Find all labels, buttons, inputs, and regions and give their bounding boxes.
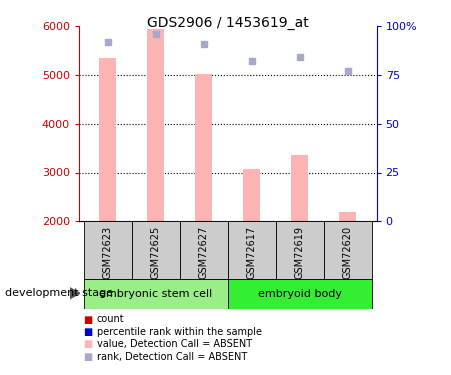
Text: percentile rank within the sample: percentile rank within the sample <box>97 327 262 337</box>
Text: ■: ■ <box>83 339 93 349</box>
FancyBboxPatch shape <box>84 221 132 279</box>
Polygon shape <box>70 288 80 298</box>
Text: embryonic stem cell: embryonic stem cell <box>99 290 212 299</box>
FancyBboxPatch shape <box>180 221 228 279</box>
Bar <box>244 169 260 221</box>
FancyBboxPatch shape <box>228 279 372 309</box>
Text: ■: ■ <box>83 352 93 362</box>
Text: embryoid body: embryoid body <box>258 290 342 299</box>
Point <box>104 39 111 45</box>
FancyBboxPatch shape <box>276 221 324 279</box>
Text: GSM72617: GSM72617 <box>247 226 257 279</box>
Bar <box>291 155 308 221</box>
Point <box>200 41 207 47</box>
Text: GSM72620: GSM72620 <box>343 226 353 279</box>
Bar <box>195 74 212 221</box>
Text: rank, Detection Call = ABSENT: rank, Detection Call = ABSENT <box>97 352 247 362</box>
Text: GSM72627: GSM72627 <box>199 226 209 279</box>
FancyBboxPatch shape <box>324 221 372 279</box>
Bar <box>147 29 164 221</box>
Text: value, Detection Call = ABSENT: value, Detection Call = ABSENT <box>97 339 252 349</box>
Text: count: count <box>97 315 124 324</box>
FancyBboxPatch shape <box>132 221 180 279</box>
FancyBboxPatch shape <box>228 221 276 279</box>
Text: GSM72623: GSM72623 <box>103 226 113 279</box>
Point <box>248 58 255 64</box>
Text: ■: ■ <box>83 315 93 324</box>
Bar <box>339 211 356 221</box>
Text: GSM72625: GSM72625 <box>151 226 161 279</box>
FancyBboxPatch shape <box>84 279 228 309</box>
Point <box>296 54 304 60</box>
Text: ■: ■ <box>83 327 93 337</box>
Point <box>152 31 159 37</box>
Text: GSM72619: GSM72619 <box>295 226 305 279</box>
Text: GDS2906 / 1453619_at: GDS2906 / 1453619_at <box>147 16 308 30</box>
Bar <box>99 58 116 221</box>
Text: development stage: development stage <box>5 288 113 298</box>
Point <box>344 68 351 74</box>
